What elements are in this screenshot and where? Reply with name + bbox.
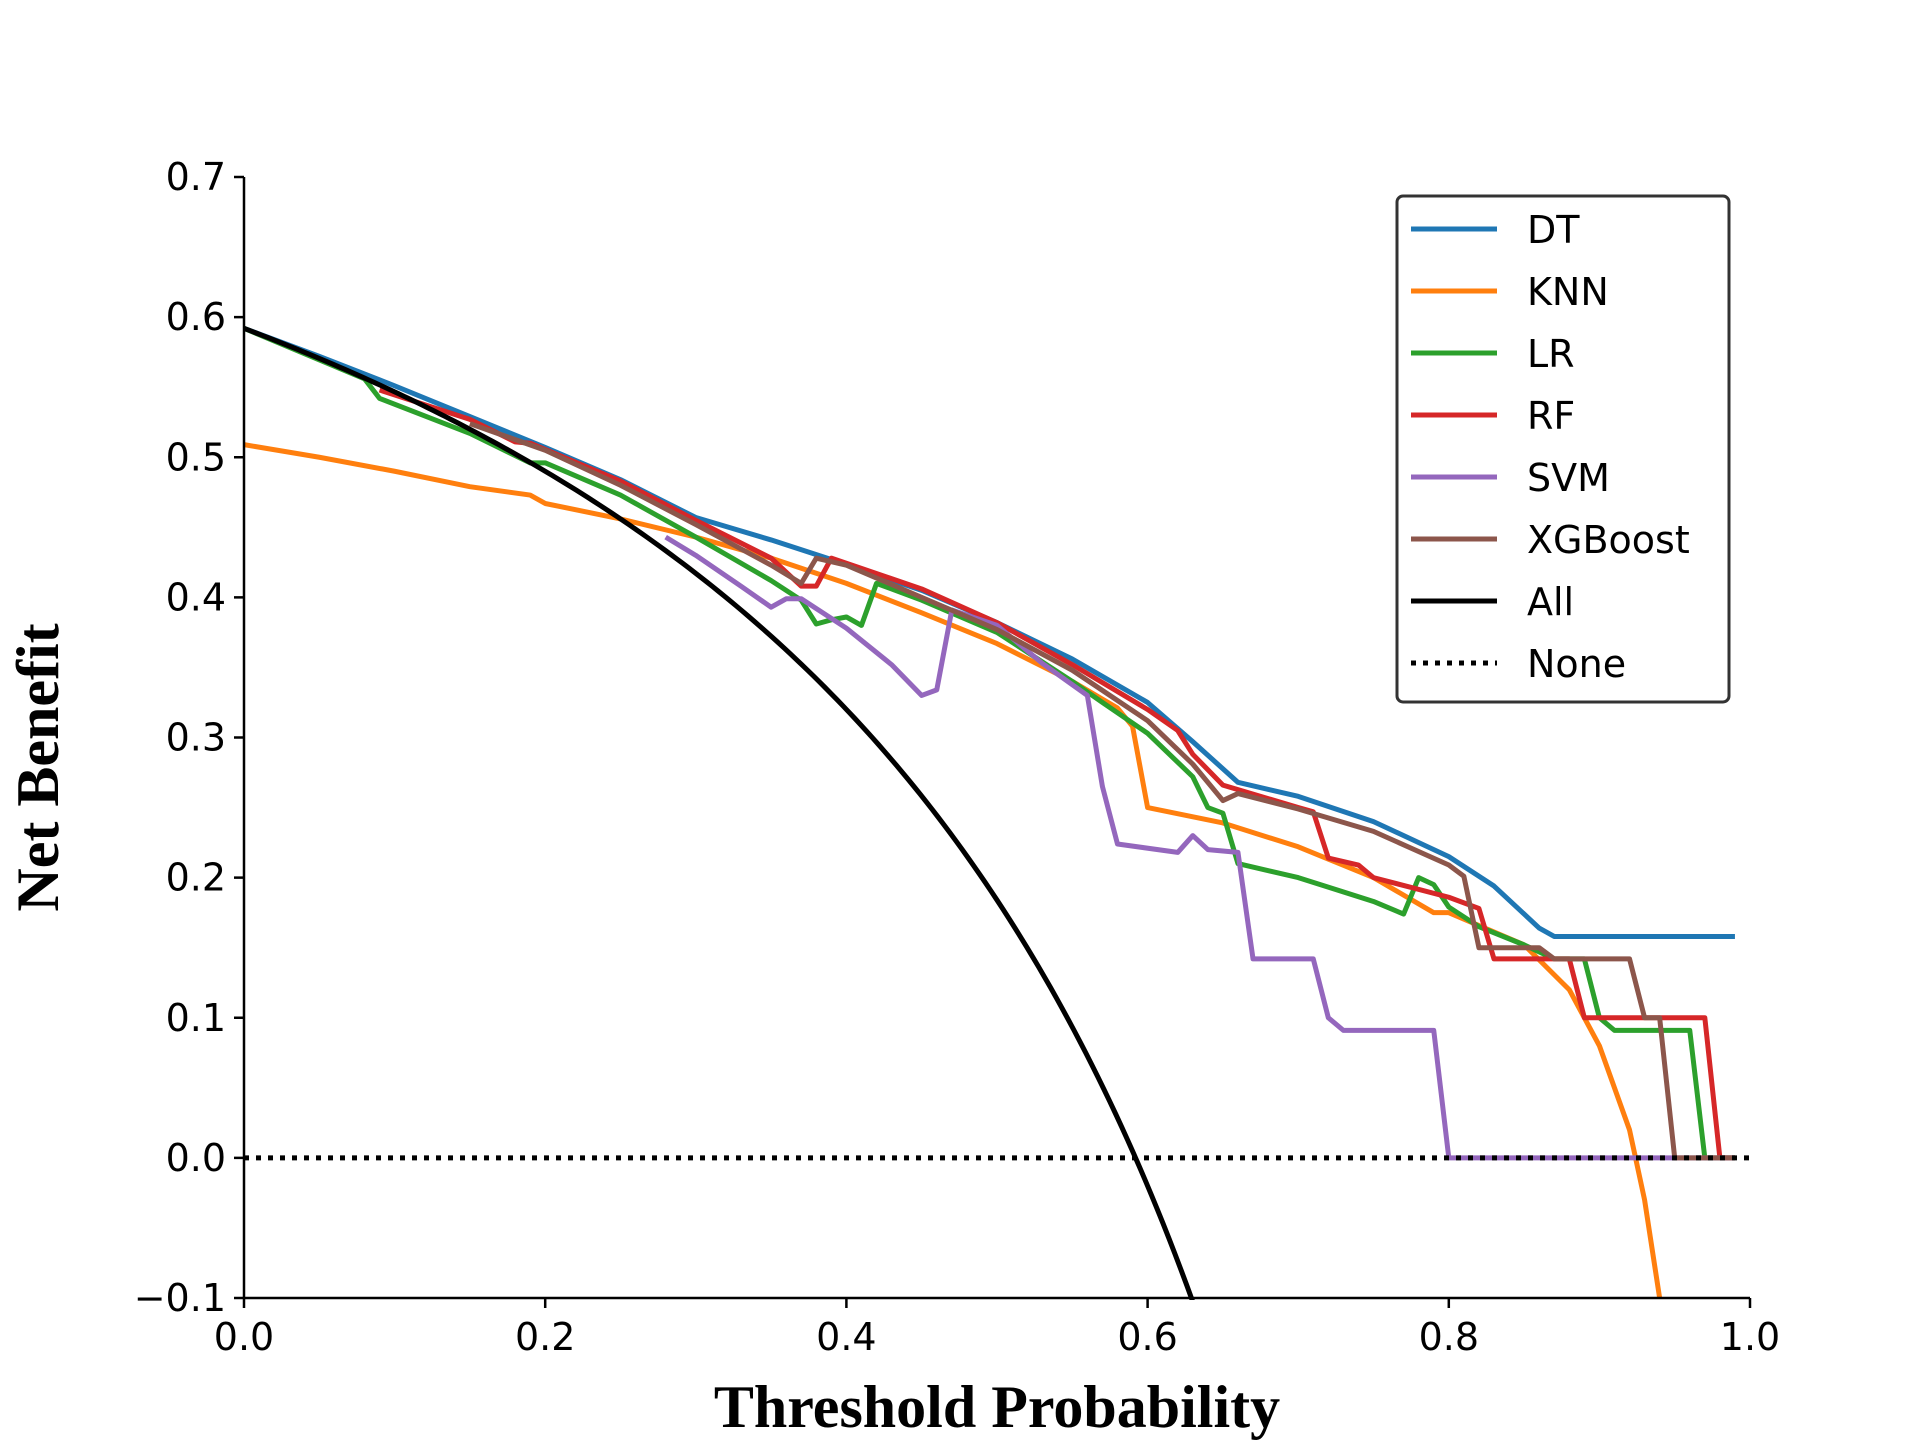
y-tick-label: 0.7: [166, 155, 226, 199]
x-tick-label: 1.0: [1720, 1315, 1780, 1359]
x-ticks: 0.0 0.2 0.4 0.6 0.8 1.0: [214, 1298, 1780, 1359]
series-line-svm: [664, 534, 1735, 1161]
y-tick-label: 0.4: [166, 575, 226, 619]
series-layer: [243, 325, 1750, 1300]
legend: DT KNN LR RF SVM XGBoost All None: [1395, 194, 1731, 704]
x-tick-label: 0.0: [214, 1315, 274, 1359]
series-line-knn: [243, 442, 1663, 1299]
legend-box: [1395, 194, 1731, 704]
y-tick-label: −0.1: [134, 1276, 226, 1320]
y-tick-label: 0.2: [166, 856, 226, 900]
legend-label-knn: KNN: [1527, 270, 1609, 314]
y-tick-label: 0.3: [166, 716, 226, 760]
y-axis-title: Net Benefit: [5, 623, 71, 911]
legend-label-none: None: [1527, 642, 1626, 686]
legend-label-rf: RF: [1527, 394, 1575, 438]
series-line-xgboost: [469, 421, 1735, 1161]
x-tick-label: 0.8: [1419, 1315, 1479, 1359]
x-tick-label: 0.4: [816, 1315, 876, 1359]
legend-label-xgboost: XGBoost: [1527, 518, 1690, 562]
x-axis-title: Threshold Probability: [714, 1374, 1280, 1440]
y-tick-label: 0.6: [166, 295, 226, 339]
y-tick-label: 0.0: [166, 1136, 226, 1180]
legend-label-dt: DT: [1527, 208, 1580, 252]
x-tick-label: 0.6: [1117, 1315, 1177, 1359]
x-tick-label: 0.2: [515, 1315, 575, 1359]
y-ticks: −0.1 0.0 0.1 0.2 0.3 0.4 0.5 0.6 0.7: [134, 155, 244, 1320]
legend-label-lr: LR: [1527, 332, 1575, 376]
series-line-all: [243, 326, 1195, 1300]
legend-label-svm: SVM: [1527, 456, 1610, 500]
y-tick-label: 0.5: [166, 435, 226, 479]
y-tick-label: 0.1: [166, 996, 226, 1040]
legend-label-all: All: [1527, 580, 1574, 624]
